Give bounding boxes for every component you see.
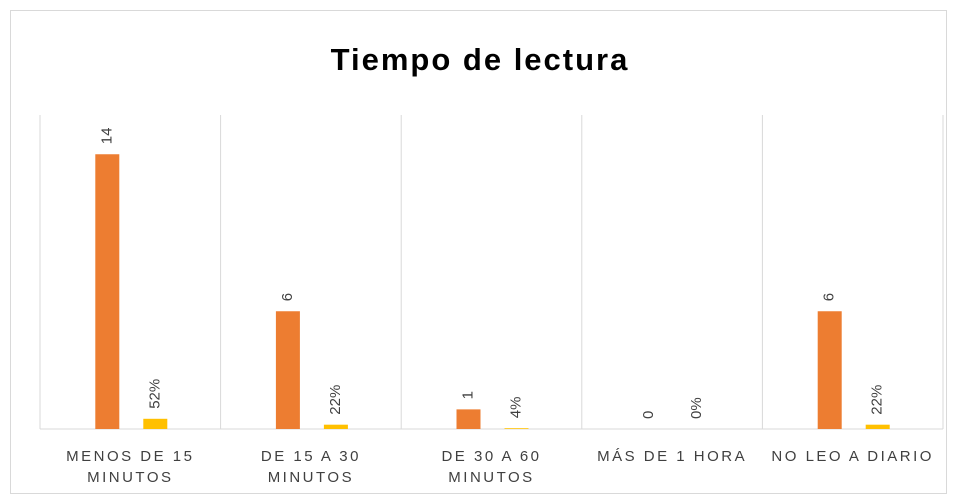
x-tick-label: NO LEO A DIARIO <box>771 448 934 465</box>
x-tick-label: DE 30 A 60 MINUTOS <box>441 448 542 486</box>
bar <box>817 311 842 429</box>
bar <box>323 424 348 429</box>
data-label: 0% <box>688 397 705 419</box>
data-label: 22% <box>869 385 886 415</box>
data-label: 1 <box>459 391 476 399</box>
chart-title: Tiempo de lectura <box>331 42 630 77</box>
data-label: 22% <box>327 385 344 415</box>
x-tick-label: DE 15 A 30 MINUTOS <box>260 448 361 486</box>
bar <box>456 409 481 429</box>
bar <box>504 428 529 429</box>
bar <box>95 154 120 429</box>
data-label: 52% <box>146 379 163 409</box>
data-label: 6 <box>279 293 296 301</box>
data-label: 14 <box>98 128 115 145</box>
bar <box>865 424 890 429</box>
bar <box>143 418 168 429</box>
x-tick-label: MENOS DE 15 MINUTOS <box>66 448 195 486</box>
data-label: 6 <box>821 293 838 301</box>
x-tick-label: MÁS DE 1 HORA <box>597 448 748 465</box>
bar <box>275 311 300 429</box>
data-label: 4% <box>507 397 524 419</box>
data-label: 0 <box>640 411 657 419</box>
